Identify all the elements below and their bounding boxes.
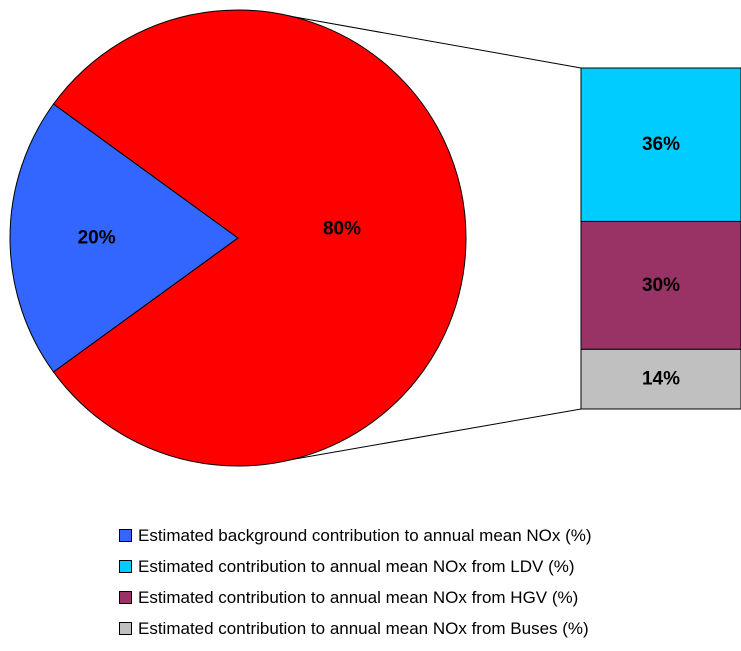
legend-label: Estimated contribution to annual mean NO…: [138, 587, 579, 607]
pie-slice-2: [52, 9, 467, 467]
legend-swatch: [119, 622, 132, 635]
bar-segment-2: [580, 220, 741, 350]
legend-item: Estimated contribution to annual mean NO…: [119, 586, 592, 609]
legend-label: Estimated background contribution to ann…: [138, 525, 592, 545]
legend-swatch: [119, 591, 132, 604]
legend-item: Estimated contribution to annual mean NO…: [119, 555, 592, 578]
connector-line-bottom: [288, 408, 582, 461]
legend: Estimated background contribution to ann…: [119, 524, 592, 648]
legend-swatch: [119, 529, 132, 542]
bar-segment-3: [580, 348, 741, 410]
stacked-bar: 36% 30% 14%: [580, 67, 741, 410]
connector-line-top: [288, 15, 582, 69]
connector-lines: [288, 15, 582, 461]
pie-slice-label-1: 20%: [78, 228, 116, 249]
legend-swatch: [119, 560, 132, 573]
legend-label: Estimated contribution to annual mean NO…: [138, 618, 589, 638]
legend-label: Estimated contribution to annual mean NO…: [138, 556, 575, 576]
pie-slice-label-2: 80%: [323, 219, 361, 240]
legend-item: Estimated contribution to annual mean NO…: [119, 617, 592, 640]
pie: 20% 80%: [9, 9, 467, 467]
pie-slice-1: [9, 103, 239, 373]
bar-segment-label-2: 30%: [642, 275, 680, 296]
bar-segment-label-1: 36%: [642, 134, 680, 155]
legend-item: Estimated background contribution to ann…: [119, 524, 592, 547]
bar-segment-label-3: 14%: [642, 369, 680, 390]
